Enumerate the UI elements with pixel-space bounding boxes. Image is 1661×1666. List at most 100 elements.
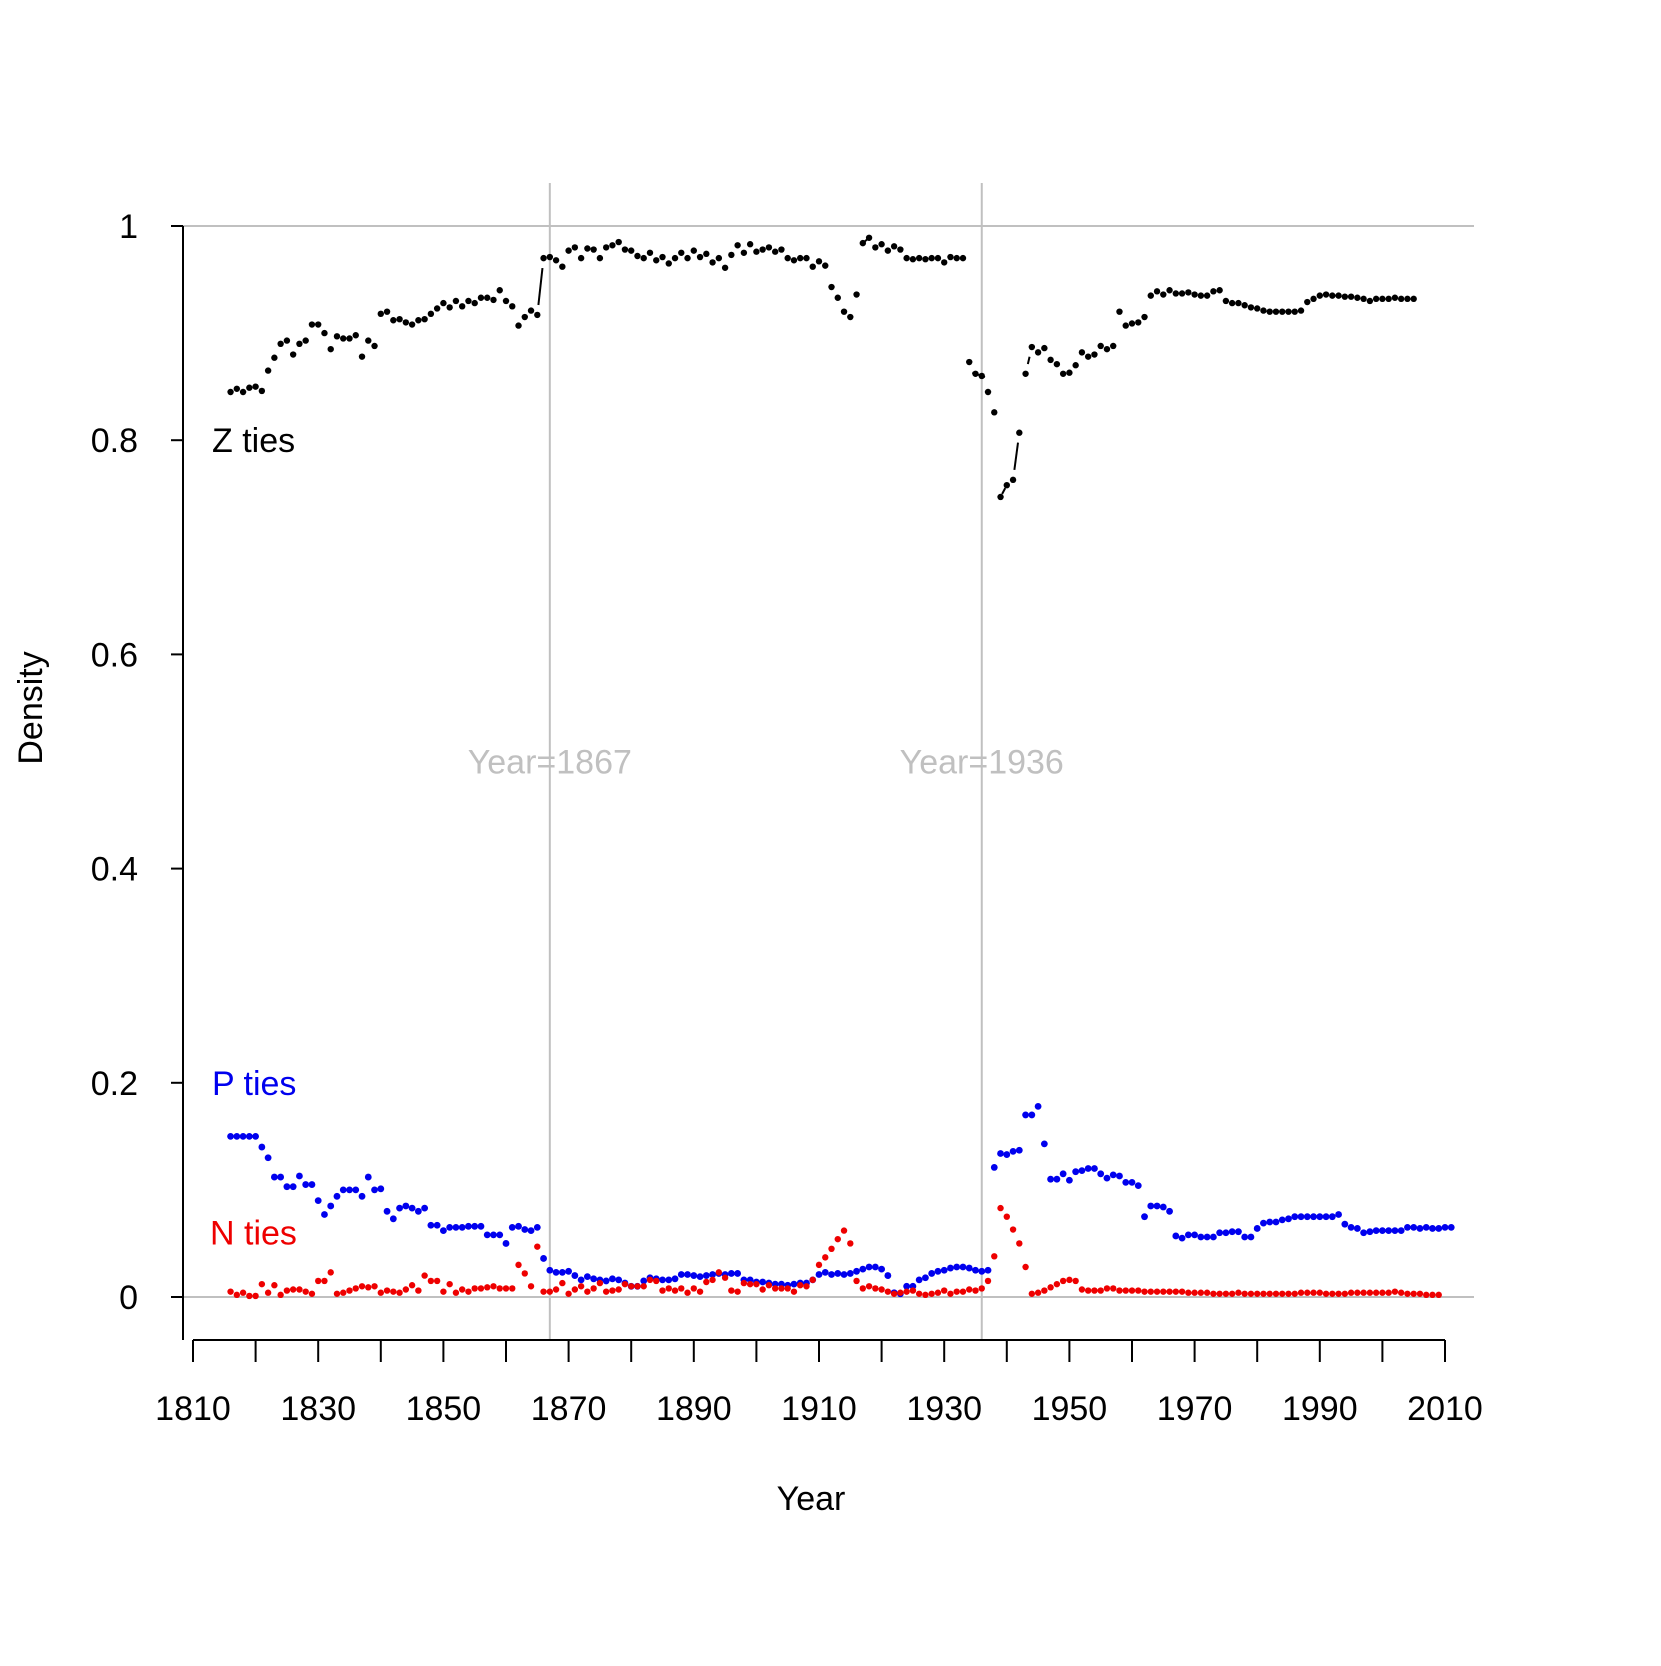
p-ties-point: [1272, 1218, 1280, 1226]
n-ties-point: [1047, 1284, 1054, 1291]
z-ties-point: [502, 297, 510, 305]
p-ties-point: [471, 1222, 479, 1230]
z-ties-point: [302, 337, 309, 344]
z-ties-point: [252, 383, 259, 390]
z-ties-point: [1397, 295, 1405, 303]
n-ties-point: [1335, 1290, 1342, 1297]
n-ties-point: [452, 1289, 460, 1296]
p-ties-point: [490, 1231, 497, 1239]
n-ties-point: [915, 1290, 923, 1297]
p-ties-point: [1416, 1225, 1424, 1232]
z-ties-point: [446, 304, 453, 311]
z-ties-segment: [1001, 487, 1007, 495]
p-ties-point: [1191, 1231, 1198, 1239]
z-ties-point: [1172, 290, 1180, 297]
z-ties-point: [327, 345, 334, 353]
n-ties-point: [959, 1288, 967, 1295]
z-ties-point: [1241, 302, 1248, 309]
n-ties-point: [928, 1290, 935, 1297]
p-ties-point: [458, 1223, 466, 1231]
n-ties-point: [540, 1288, 547, 1295]
z-ties-point: [1354, 294, 1361, 301]
z-ties-point: [953, 254, 960, 262]
z-ties-point: [1178, 290, 1186, 297]
p-ties-point: [245, 1132, 253, 1140]
n-ties-point: [484, 1284, 491, 1291]
x-tick-label: 1910: [781, 1390, 857, 1428]
p-ties-point: [1003, 1151, 1011, 1158]
z-ties-point: [834, 294, 841, 301]
n-ties-point: [1297, 1289, 1305, 1296]
p-ties-point: [959, 1263, 967, 1271]
p-ties-point: [508, 1223, 516, 1231]
z-ties-point: [872, 244, 879, 251]
p-ties-point: [1441, 1223, 1449, 1231]
n-ties-point: [1423, 1291, 1430, 1299]
n-ties-series: [227, 1204, 1442, 1300]
y-tick-label: 0.4: [91, 851, 138, 889]
z-ties-point: [753, 248, 760, 255]
z-ties-point: [1347, 293, 1355, 300]
z-ties-point: [1216, 287, 1223, 294]
p-ties-point: [446, 1223, 454, 1231]
z-ties-point: [1316, 292, 1324, 299]
n-ties-point: [1172, 1288, 1180, 1295]
n-ties-point: [490, 1283, 497, 1290]
z-ties-point: [1222, 297, 1230, 305]
p-ties-point: [659, 1276, 666, 1284]
n-ties-point: [565, 1290, 572, 1297]
x-tick-label: 1930: [906, 1390, 982, 1428]
n-ties-point: [408, 1282, 416, 1289]
p-ties-point: [1366, 1228, 1374, 1236]
z-ties-point: [509, 303, 516, 310]
z-ties-point: [1228, 299, 1236, 307]
n-ties-point: [352, 1285, 359, 1292]
z-ties-point: [596, 254, 604, 262]
p-ties-point: [377, 1185, 385, 1193]
z-ties-point: [928, 254, 935, 262]
p-ties-point: [264, 1154, 272, 1162]
n-ties-point: [315, 1277, 322, 1285]
n-ties-point: [258, 1280, 266, 1288]
p-ties-point: [233, 1132, 241, 1140]
z-ties-point: [890, 243, 898, 250]
p-ties-point: [364, 1173, 372, 1181]
p-ties-point: [1310, 1213, 1317, 1221]
p-ties-point: [828, 1271, 835, 1278]
z-ties-segment: [537, 267, 544, 306]
p-ties-point: [821, 1268, 829, 1276]
z-ties-point: [534, 311, 541, 319]
n-ties-point: [515, 1261, 522, 1269]
n-ties-point: [621, 1280, 629, 1288]
z-ties-point: [1078, 349, 1086, 356]
p-ties-point: [1222, 1229, 1230, 1237]
p-ties-point: [1028, 1111, 1036, 1119]
n-ties-point: [289, 1286, 297, 1293]
p-ties-point: [1109, 1171, 1117, 1179]
n-ties-point: [1216, 1290, 1223, 1297]
y-tick-label: 0.6: [91, 636, 138, 674]
z-ties-point: [728, 251, 735, 259]
p-ties-point: [1197, 1233, 1205, 1241]
p-ties-point: [940, 1266, 948, 1274]
p-ties-point: [1022, 1111, 1029, 1119]
z-ties-point: [1047, 356, 1054, 364]
n-ties-point: [1260, 1290, 1267, 1297]
n-ties-point: [972, 1287, 979, 1294]
z-ties-point: [1379, 295, 1386, 303]
n-ties-point: [978, 1285, 985, 1292]
p-ties-point: [677, 1271, 685, 1278]
z-ties-point: [458, 303, 466, 310]
p-ties-point: [1047, 1175, 1055, 1183]
p-ties-point: [421, 1204, 429, 1212]
p-ties-point: [934, 1267, 942, 1275]
p-ties-point: [1116, 1172, 1123, 1180]
z-ties-point: [1279, 308, 1286, 315]
n-ties-point: [371, 1283, 378, 1290]
n-ties-point: [1191, 1289, 1198, 1296]
n-ties-point: [1059, 1277, 1067, 1285]
n-ties-point: [797, 1282, 804, 1289]
y-tick-label: 0.8: [91, 422, 138, 460]
n-ties-point: [446, 1280, 453, 1288]
